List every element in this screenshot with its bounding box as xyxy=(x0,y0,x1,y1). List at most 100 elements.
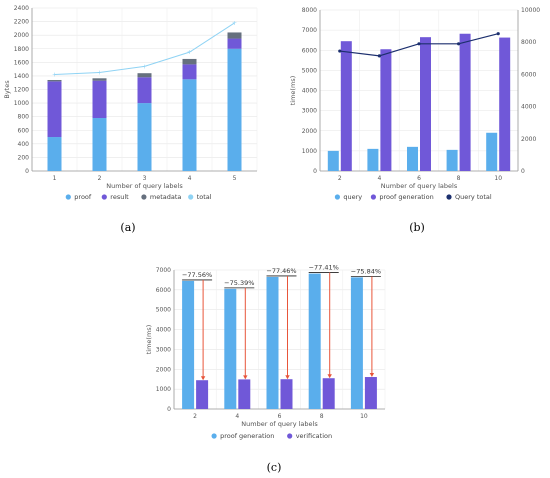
line-point: + xyxy=(187,49,192,56)
bar-query xyxy=(446,149,458,171)
panel-label: (c) xyxy=(267,461,282,474)
y2-tick-label: 2000 xyxy=(521,136,536,143)
line-point: + xyxy=(232,20,237,27)
reduction-arrow-head xyxy=(327,374,332,379)
bar-proof xyxy=(92,118,107,171)
bar-proof-generation xyxy=(266,276,279,409)
bar-proof xyxy=(47,137,62,171)
chart-c: 0 1000 2000 3000 4000 5000 6000 7000 2 4 6 8 10 Numbe… xyxy=(145,264,386,474)
y-tick-label: 0 xyxy=(313,168,317,175)
y-tick-label: 400 xyxy=(18,141,30,148)
bar-result xyxy=(182,64,197,80)
legend-label: metadata xyxy=(150,193,182,201)
y-tick-label: 2000 xyxy=(156,366,171,373)
y-tick-label: 1600 xyxy=(14,59,29,66)
legend-label: verification xyxy=(296,432,332,440)
line-point: + xyxy=(97,70,102,77)
y-tick-label: 3000 xyxy=(156,346,171,353)
reduction-arrow-head xyxy=(285,375,290,380)
y-tick-label: 5000 xyxy=(302,67,317,74)
panel-label: (b) xyxy=(409,221,425,234)
legend-label: proof xyxy=(74,193,92,201)
bar-metadata xyxy=(92,78,107,81)
bar-result xyxy=(47,81,62,138)
bar-proof-generation xyxy=(224,288,237,409)
y-tick-label: 2000 xyxy=(14,32,29,39)
line-point xyxy=(377,54,381,58)
reduction-arrow-head xyxy=(243,375,248,380)
reduction-arrow-head xyxy=(200,376,206,381)
legend-marker xyxy=(370,194,376,200)
y-tick-label: 1200 xyxy=(14,87,29,94)
line-total xyxy=(54,22,235,76)
bar-verification xyxy=(280,379,293,409)
legend-marker xyxy=(101,194,107,200)
legend-label: query xyxy=(343,193,362,201)
reduction-arrow-head xyxy=(369,373,375,378)
bar-proof-generation xyxy=(420,37,431,172)
y2-tick-label: 6000 xyxy=(521,71,536,78)
x-tick-label: 8 xyxy=(457,175,461,182)
x-tick-label: 2 xyxy=(193,413,197,420)
y-tick-label: 600 xyxy=(18,127,30,134)
y-tick-label: 1800 xyxy=(14,46,29,53)
bar-proof xyxy=(182,79,197,171)
y-tick-label: 3000 xyxy=(302,108,317,115)
bar-metadata xyxy=(137,73,152,78)
reduction-label: −77.41% xyxy=(309,264,339,272)
y-tick-label: 1000 xyxy=(156,386,171,393)
legend-label: proof generation xyxy=(379,193,433,201)
y-tick-label: 1000 xyxy=(14,100,29,107)
y-tick-label: 6000 xyxy=(302,47,317,54)
x-tick-label: 4 xyxy=(235,413,239,420)
y2-tick-label: 4000 xyxy=(521,104,536,111)
x-tick-label: 10 xyxy=(360,413,368,420)
y2-tick-label: 10000 xyxy=(521,7,540,14)
legend-marker xyxy=(446,194,452,200)
x-axis-title: Number of query labels xyxy=(381,182,458,190)
reduction-label: −77.56% xyxy=(182,271,212,279)
x-tick-label: 6 xyxy=(278,413,282,420)
bar-verification xyxy=(196,380,209,409)
bar-verification xyxy=(364,377,377,409)
line-point xyxy=(338,49,342,53)
x-tick-label: 5 xyxy=(233,175,237,182)
y-tick-label: 2400 xyxy=(14,5,29,12)
bar-proof xyxy=(227,48,242,171)
x-axis-title: Number of query labels xyxy=(106,182,183,190)
y-tick-label: 800 xyxy=(18,114,30,121)
bar-proof-generation xyxy=(308,273,321,409)
chart-a: 0 200 400 600 800 1000 1200 1400 1600 1800 2000 220… xyxy=(3,5,258,234)
reduction-label: −75.84% xyxy=(351,267,381,275)
y-tick-label: 5000 xyxy=(156,307,171,314)
bar-query xyxy=(367,148,379,171)
bar-result xyxy=(227,38,242,49)
y2-tick-label: 8000 xyxy=(521,39,536,46)
chart-b: 0 1000 2000 3000 4000 5000 6000 7000 8000 0 2000 40… xyxy=(289,7,540,234)
x-tick-label: 6 xyxy=(417,175,421,182)
x-tick-label: 4 xyxy=(188,175,192,182)
panel-label: (a) xyxy=(120,221,135,234)
bar-metadata xyxy=(227,32,242,39)
legend-marker xyxy=(287,433,293,439)
bar-proof-generation xyxy=(350,277,363,409)
y-tick-label: 7000 xyxy=(156,267,171,274)
x-axis-title: Number of query labels xyxy=(241,420,318,428)
bar-proof-generation xyxy=(340,41,352,171)
x-tick-label: 2 xyxy=(98,175,102,182)
y-tick-label: 4000 xyxy=(302,88,317,95)
y-tick-label: 0 xyxy=(25,168,29,175)
bar-verification xyxy=(322,378,335,409)
line-point: + xyxy=(52,72,57,79)
y-tick-label: 1400 xyxy=(14,73,29,80)
y-tick-label: 6000 xyxy=(156,287,171,294)
y-tick-label: 200 xyxy=(18,154,30,161)
legend-label: total xyxy=(197,193,212,201)
y-tick-label: 1000 xyxy=(302,148,317,155)
bar-metadata xyxy=(182,58,197,65)
line-point xyxy=(417,42,421,46)
line-point xyxy=(496,32,500,36)
line-point xyxy=(457,42,461,46)
bar-verification xyxy=(238,379,251,409)
